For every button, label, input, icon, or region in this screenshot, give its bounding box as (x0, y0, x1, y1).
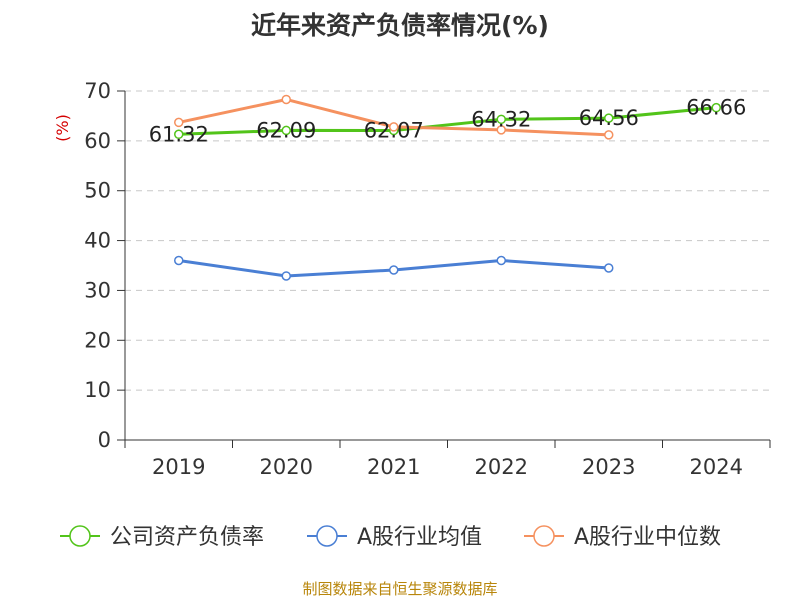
x-tick-label: 2023 (582, 455, 635, 479)
legend-marker-1 (316, 525, 338, 547)
data-label: 66.66 (686, 96, 746, 120)
series-point-2 (604, 130, 614, 140)
legend[interactable]: 公司资产负债率 A股行业均值 A股行业中位数 (60, 525, 721, 550)
data-label: 62.09 (256, 118, 316, 142)
legend-label-0: 公司资产负债率 (110, 525, 264, 550)
y-tick-label: 60 (84, 129, 111, 153)
source-note: 制图数据来自恒生聚源数据库 (302, 580, 497, 598)
x-tick-label: 2022 (475, 455, 528, 479)
series-point-0 (174, 129, 184, 140)
axis-layer: 0 10 20 30 40 50 60 70 2019 2020 2021 2022 2023 2024 (84, 79, 771, 479)
x-tick-label: 2024 (690, 455, 743, 479)
series-point-2 (281, 94, 291, 105)
y-tick-label: 50 (84, 179, 111, 203)
series-line-0 (178, 106, 717, 136)
legend-label-2: A股行业中位数 (574, 525, 721, 550)
series-point-1 (496, 255, 506, 266)
data-label: 62.07 (364, 119, 424, 143)
series-point-1 (174, 255, 184, 266)
series-point-0 (711, 102, 721, 113)
legend-label-1: A股行业均值 (357, 525, 482, 550)
data-label: 64.32 (471, 107, 531, 131)
y-tick-label: 0 (98, 428, 111, 452)
x-tick-label: 2019 (152, 455, 205, 479)
y-tick-label: 20 (84, 328, 111, 352)
series-point-0 (281, 125, 291, 136)
chart-title: 近年来资产负债率情况(%) (251, 11, 549, 40)
data-label-layer: 61.32 62.09 62.07 64.32 64.56 66.66 (149, 96, 747, 147)
legend-marker-2 (533, 525, 555, 547)
data-label: 64.56 (579, 106, 639, 130)
series-point-1 (604, 263, 614, 273)
x-tick-label: 2020 (260, 455, 313, 479)
series-layer (174, 94, 721, 281)
legend-marker-0 (69, 525, 91, 547)
y-tick-label: 40 (84, 229, 111, 253)
y-axis-unit: (%) (53, 114, 72, 142)
series-point-0 (496, 114, 506, 125)
y-tick-label: 30 (84, 278, 111, 302)
y-tick-label: 70 (84, 79, 111, 103)
series-point-1 (389, 265, 399, 275)
series-point-1 (281, 271, 291, 281)
series-point-2 (174, 117, 184, 128)
y-tick-label: 10 (84, 378, 111, 402)
series-point-2 (389, 122, 399, 132)
series-point-2 (496, 125, 506, 135)
data-label: 61.32 (149, 122, 209, 146)
x-tick-label: 2021 (367, 455, 420, 479)
series-point-0 (604, 113, 614, 123)
grid-layer (125, 90, 770, 391)
